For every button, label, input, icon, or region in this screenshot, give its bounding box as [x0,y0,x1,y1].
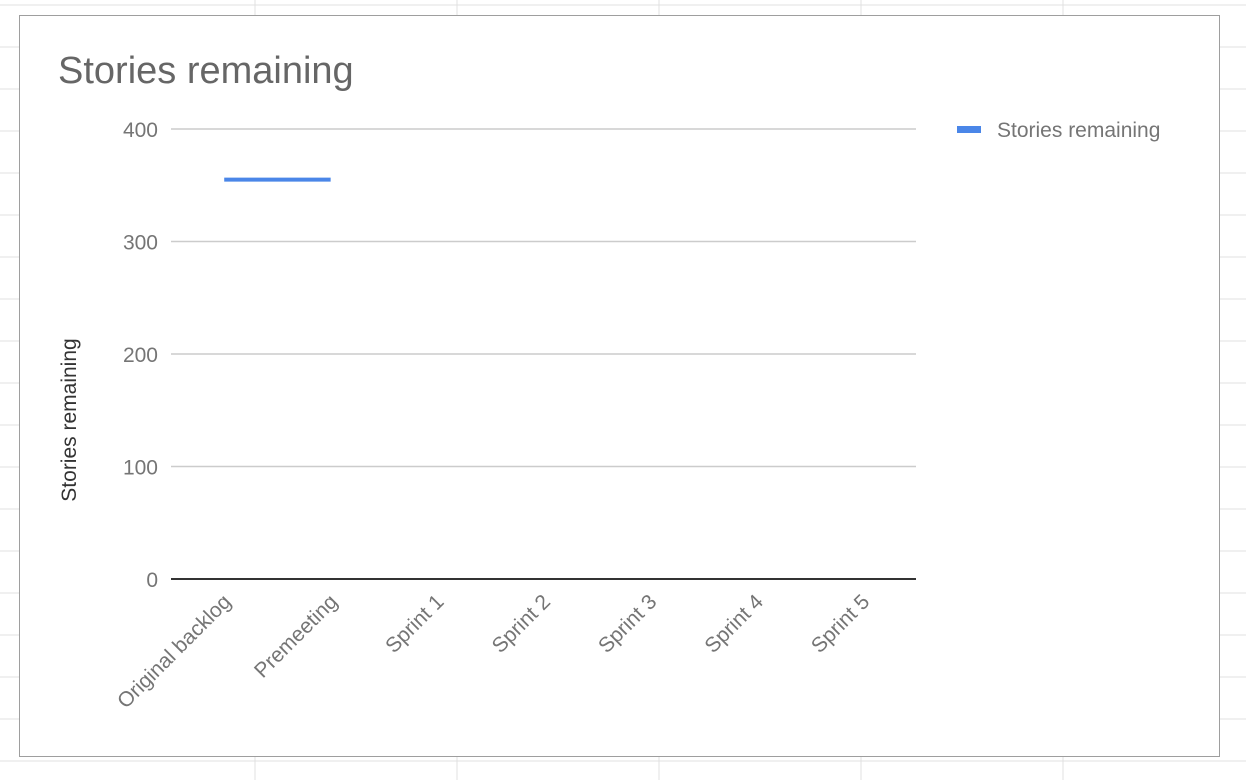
x-tick-label: Premeeting [250,590,342,682]
x-tick-label: Sprint 2 [488,590,555,657]
y-axis-label: Stories remaining [58,338,81,501]
y-tick-label: 0 [146,569,158,592]
x-tick-label: Sprint 1 [381,590,448,657]
gridlines [171,128,916,468]
x-tick-label: Sprint 4 [700,590,768,658]
legend-label: Stories remaining [997,119,1160,142]
y-tick-label: 300 [123,232,158,255]
chart-plot: 0 100 200 300 400 Original backlog Premeeting… [58,119,1160,713]
chart-title: Stories remaining [58,50,354,92]
x-tick-label: Original backlog [113,590,236,713]
y-tick-label: 100 [123,457,158,480]
x-axis-ticks: Original backlog Premeeting Sprint 1 Sprint… [113,590,874,713]
y-axis-ticks: 0 100 200 300 400 [123,119,158,592]
x-tick-label: Sprint 5 [807,590,874,657]
y-tick-label: 400 [123,119,158,142]
legend-swatch [957,126,981,133]
chart-card[interactable]: Stories remaining 0 100 200 300 400 Original… [19,15,1220,757]
y-tick-label: 200 [123,344,158,367]
x-tick-label: Sprint 3 [594,590,661,657]
legend[interactable]: Stories remaining [957,119,1160,142]
